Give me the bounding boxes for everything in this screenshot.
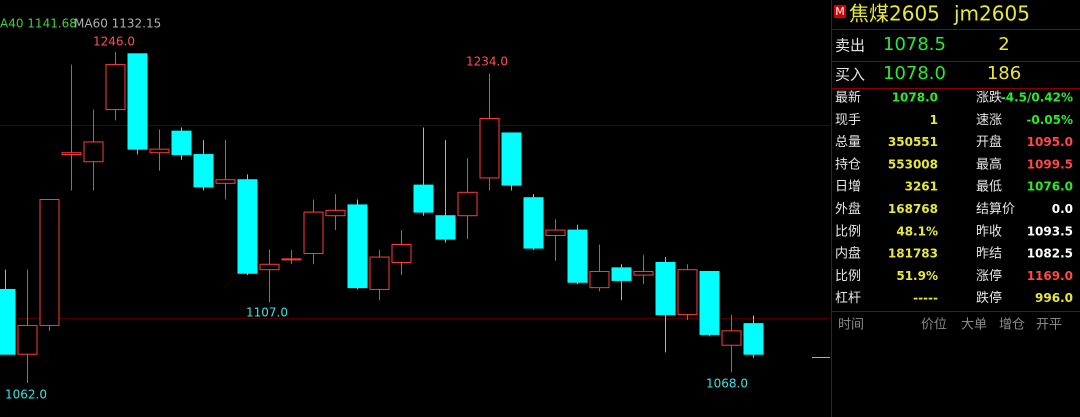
candle-body (567, 229, 588, 283)
candle-body (699, 270, 720, 335)
candle-body (633, 270, 654, 276)
candle-body (149, 148, 170, 154)
candle-body (457, 191, 478, 217)
field-value: 1093.5 (1027, 224, 1073, 238)
high-label: 1234.0 (466, 55, 508, 69)
column-header: 大单 (961, 318, 987, 333)
candle-body (193, 154, 214, 188)
field-value: 1169.0 (1027, 269, 1073, 283)
field-value: 996.0 (1035, 291, 1073, 305)
candle-body (325, 209, 346, 217)
field-value: 1078.0 (892, 91, 938, 105)
candle-body (479, 118, 500, 179)
badge-text: M (835, 5, 845, 18)
candle-body (0, 288, 16, 355)
candle-body (391, 243, 412, 263)
candle-body (347, 204, 368, 289)
field-value: 0.0 (1052, 202, 1073, 216)
sell-label: 卖出 (835, 37, 865, 55)
field-label: 杠杆 (835, 290, 861, 306)
candle-body (105, 64, 126, 111)
ma-label: MA60 1132.15 (74, 17, 161, 31)
field-label: 结算价 (976, 202, 1015, 217)
field-label: 总量 (835, 135, 861, 150)
field-label: 现手 (835, 113, 861, 128)
candle-body (435, 215, 456, 240)
candle-body (259, 263, 280, 271)
field-label: 速涨 (976, 113, 1002, 128)
field-label: 涨跌 (976, 90, 1002, 106)
low-label: 1107.0 (246, 306, 288, 320)
candle-body (171, 130, 192, 156)
candle-body (677, 269, 698, 316)
buy-label: 买入 (835, 66, 865, 84)
candle-body (61, 152, 82, 156)
field-label: 外盘 (835, 201, 861, 217)
candle-body (501, 132, 522, 186)
field-value: 168768 (888, 202, 938, 216)
field-label: 比例 (835, 224, 861, 239)
field-value: 1 (930, 113, 938, 127)
field-value: -4.5/0.42% (1001, 91, 1073, 105)
candle-body (413, 184, 434, 213)
buy-price: 1078.0 (883, 63, 946, 84)
low-label: 1068.0 (706, 377, 748, 391)
field-label: 最高 (976, 156, 1002, 172)
column-header: 增仓 (999, 318, 1025, 333)
field-label: 最新 (835, 90, 861, 106)
field-value: 3261 (905, 180, 938, 194)
column-header: 开平 (1036, 318, 1062, 333)
candle-body (39, 199, 60, 326)
candle-body (369, 256, 390, 290)
candle-body (611, 267, 632, 281)
candle-body (17, 324, 38, 355)
badge (834, 5, 846, 18)
candle-body (721, 330, 742, 346)
field-label: 最低 (976, 180, 1002, 195)
buy-volume: 186 (987, 63, 1021, 84)
candle-body (523, 197, 544, 249)
column-header: 时间 (838, 318, 864, 333)
field-label: 涨停 (976, 268, 1002, 284)
candle-body (127, 53, 148, 150)
field-value: 1076.0 (1027, 180, 1073, 194)
column-header: 价位 (921, 318, 947, 333)
field-value: 48.1% (896, 224, 938, 238)
low-label: 1062.0 (5, 388, 47, 402)
field-label: 昨结 (976, 247, 1002, 262)
contract-code: jm2605 (953, 2, 1030, 26)
contract-name: 焦煤2605 (849, 2, 940, 26)
field-value: 1095.0 (1027, 135, 1073, 149)
field-value: ----- (913, 291, 938, 305)
field-label: 开盘 (976, 134, 1002, 150)
candle-body (655, 261, 676, 316)
field-value: 553008 (888, 157, 938, 171)
candle-body (215, 179, 236, 184)
field-value: 1099.5 (1027, 157, 1073, 171)
ma-label: A40 1141.68 (0, 17, 77, 31)
candle-body (743, 323, 764, 355)
high-label: 1246.0 (93, 35, 135, 49)
field-label: 昨收 (976, 224, 1002, 239)
sell-volume: 2 (998, 34, 1009, 55)
candle-body (545, 229, 566, 236)
candle-body (303, 211, 324, 254)
candle-body (281, 258, 302, 261)
field-label: 内盘 (835, 246, 861, 262)
field-label: 日增 (835, 180, 861, 195)
candle-body (589, 270, 610, 289)
candle-body (83, 141, 104, 163)
field-label: 跌停 (976, 290, 1002, 306)
field-value: -0.05% (1026, 113, 1073, 127)
field-value: 1082.5 (1027, 247, 1073, 261)
field-value: 181783 (888, 247, 938, 261)
sell-price: 1078.5 (883, 34, 946, 55)
field-value: 51.9% (896, 269, 938, 283)
field-value: 350551 (888, 135, 938, 149)
candle-body (237, 179, 258, 274)
field-label: 比例 (835, 269, 861, 284)
field-label: 持仓 (835, 157, 861, 172)
